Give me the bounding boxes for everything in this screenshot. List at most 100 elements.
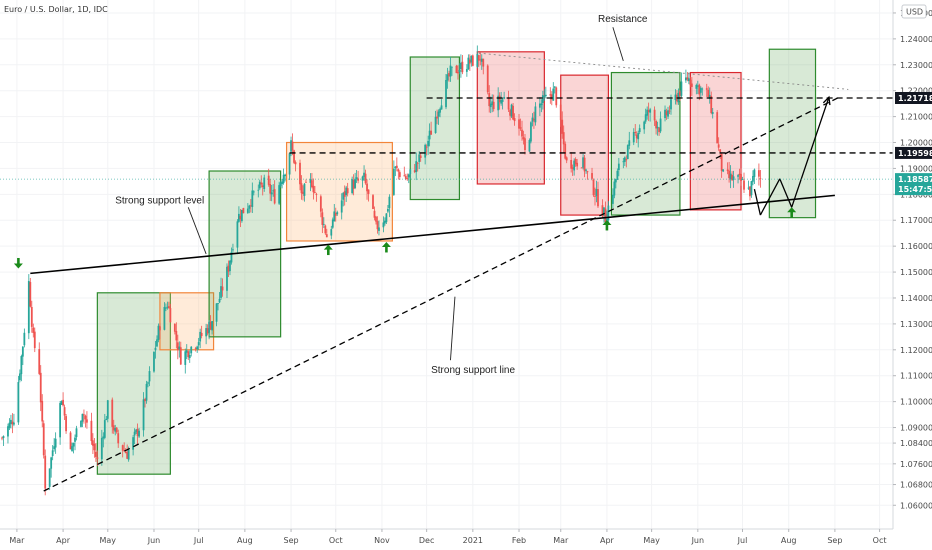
arrow-up-3: [602, 219, 612, 231]
line-projection-4[interactable]: [759, 178, 781, 216]
candle-body: [357, 178, 360, 181]
candle-body: [592, 179, 595, 196]
candle-body: [534, 106, 537, 123]
candle-body: [248, 205, 251, 209]
candle-body: [38, 349, 41, 374]
candle-body: [242, 207, 245, 214]
candle-body: [501, 99, 504, 102]
candle-body: [299, 162, 301, 185]
candle-body: [156, 339, 158, 347]
candle-body: [333, 211, 336, 222]
candle-body: [178, 346, 181, 350]
candle-body: [51, 450, 54, 456]
candle-body: [312, 185, 315, 193]
candle-body: [175, 331, 178, 341]
candle-body: [594, 196, 596, 197]
line-projection-3[interactable]: [753, 189, 762, 216]
candle-body: [343, 191, 346, 197]
time-tick-label: Mar: [553, 536, 569, 545]
line-support_line-1[interactable]: [43, 96, 840, 492]
candle-body: [559, 104, 562, 121]
box-red-6[interactable]: [560, 74, 610, 216]
time-tick-label: Sep: [827, 536, 842, 545]
box-orange-3[interactable]: [285, 141, 393, 242]
candle-body: [142, 399, 145, 431]
candle-body: [167, 306, 170, 308]
line-projection-5[interactable]: [779, 178, 793, 208]
arrow-head: [787, 207, 797, 213]
price-tick-label: 1.22000: [900, 87, 932, 96]
candle-body: [510, 104, 513, 117]
grid: [0, 0, 893, 529]
candle-body: [743, 180, 745, 190]
candle-body: [232, 249, 234, 251]
candle-body: [439, 108, 441, 113]
level-tag: [895, 146, 932, 159]
candle-body: [597, 189, 599, 207]
candle-body: [290, 140, 292, 152]
candle-body: [392, 168, 395, 195]
candle-body: [503, 97, 506, 99]
candle-body: [647, 110, 650, 113]
line-resistance-2[interactable]: [478, 52, 849, 90]
candle-body: [521, 129, 523, 137]
candle-body: [238, 213, 240, 222]
candle-body: [403, 175, 406, 177]
candle-body: [194, 348, 197, 349]
time-tick-label: Nov: [374, 536, 390, 545]
box-green-9[interactable]: [768, 48, 817, 219]
candle-body: [59, 403, 62, 438]
time-tick-label: Jun: [691, 536, 705, 545]
candle-body: [427, 140, 430, 147]
candle-body: [576, 162, 579, 167]
candle-body: [699, 87, 702, 93]
candle-body: [173, 323, 176, 332]
candle-body: [18, 373, 21, 381]
time-tick-label: Apr: [600, 536, 615, 545]
projection-arrowhead: [822, 95, 831, 106]
candle-body: [385, 213, 388, 223]
candle-body: [330, 229, 333, 236]
candle-body: [136, 428, 139, 436]
box-orange-1[interactable]: [159, 292, 215, 351]
symbol-title[interactable]: Euro / U.S. Dollar, 1D, IDC: [4, 5, 108, 14]
time-tick-label: Oct: [329, 536, 343, 545]
candle-body: [218, 298, 221, 303]
trend-lines[interactable]: [0, 52, 893, 492]
box-green-2[interactable]: [208, 170, 282, 338]
resistance-pointer: [612, 27, 624, 62]
candle-body: [83, 414, 85, 416]
candle-body: [509, 110, 511, 116]
candle-body: [445, 80, 447, 108]
candle-body: [561, 119, 564, 134]
time-axis[interactable]: Mar Apr May Jun Jul Aug Sep Oct Nov Dec 2021 Feb Mar…: [0, 528, 893, 545]
candle-body: [512, 105, 514, 120]
candle-body: [157, 325, 160, 341]
candle-body: [407, 174, 410, 178]
price-tick-label: 1.09000: [900, 424, 932, 433]
price-tick-label: 1.24000: [900, 35, 932, 44]
candle-body: [21, 346, 24, 357]
candle-body: [13, 422, 15, 425]
candle-body: [555, 87, 558, 106]
annotation-label-2: Strong support line: [431, 365, 515, 376]
price-axis[interactable]: 1.250001.240001.230001.220001.210001.200…: [892, 0, 932, 529]
line-support_level-0[interactable]: [30, 194, 835, 275]
candle-body: [184, 351, 187, 365]
candle-body: [538, 103, 541, 108]
price-tick-label: 1.15000: [900, 268, 932, 277]
candle-body: [623, 157, 626, 162]
line-projection-6[interactable]: [791, 96, 830, 208]
candle-body: [604, 208, 607, 223]
candle-body: [759, 178, 762, 180]
candle-body: [468, 59, 471, 64]
currency-badge[interactable]: [901, 4, 927, 19]
candle-body: [121, 445, 124, 451]
box-red-8[interactable]: [689, 71, 742, 211]
rectangle-drawings[interactable]: [96, 48, 817, 475]
candle-body: [260, 182, 263, 185]
box-green-7[interactable]: [610, 71, 681, 216]
candle-body: [90, 420, 93, 442]
candle-body: [513, 118, 516, 122]
